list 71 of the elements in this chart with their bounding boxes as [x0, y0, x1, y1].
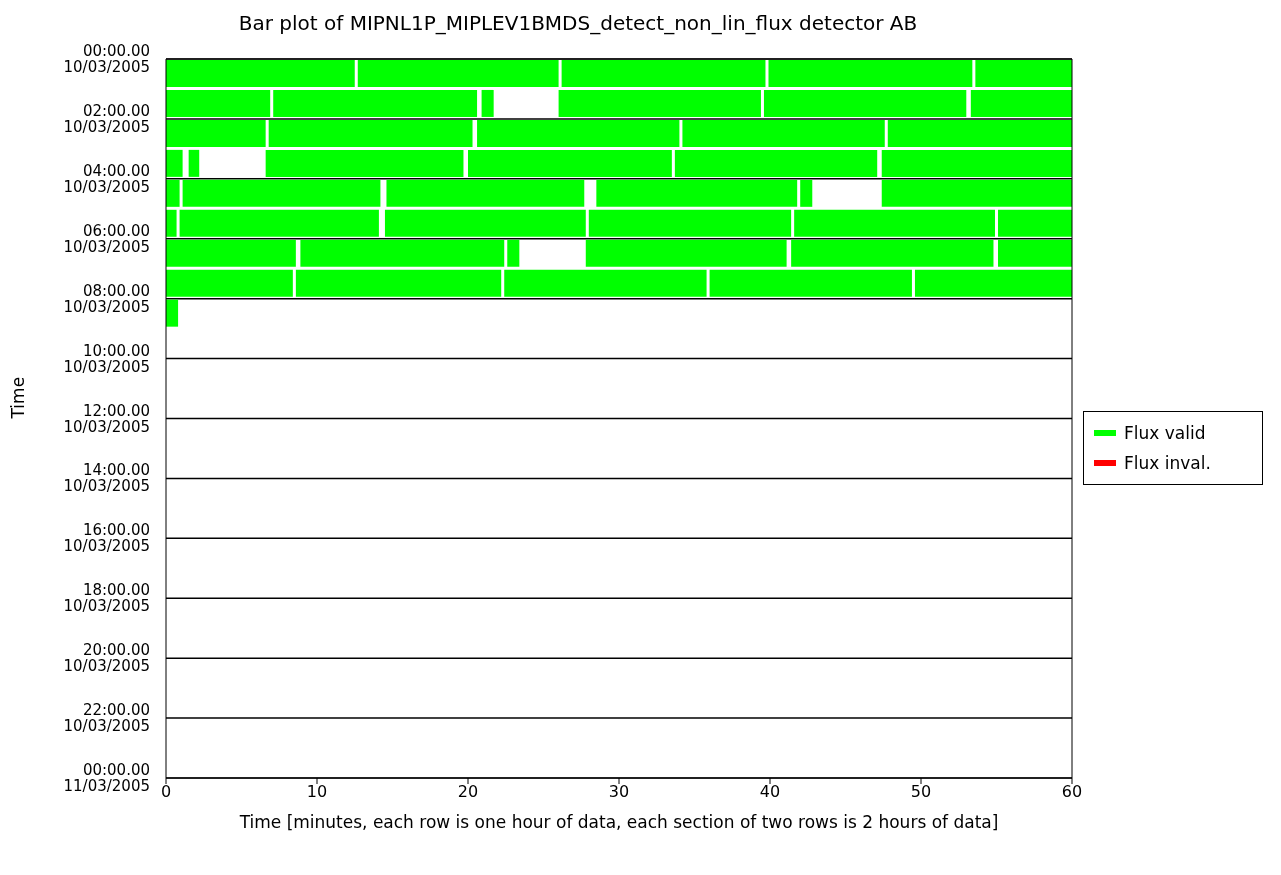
y-tick-label: 14:00.00 10/03/2005	[63, 461, 150, 496]
bar	[588, 209, 792, 237]
bar	[561, 60, 766, 87]
y-tick-label: 02:00.00 10/03/2005	[63, 101, 150, 136]
bar	[477, 119, 680, 147]
x-tick-label: 10	[306, 782, 328, 802]
legend-label: Flux valid	[1124, 423, 1206, 443]
y-tick-label: 12:00.00 10/03/2005	[63, 401, 150, 436]
x-tick-label: 30	[608, 782, 630, 802]
bar	[268, 119, 473, 147]
y-tick-label: 06:00.00 10/03/2005	[63, 221, 150, 256]
y-tick-label: 00:00.00 10/03/2005	[63, 42, 150, 76]
bar	[300, 239, 505, 267]
bar	[914, 269, 1072, 297]
bar	[273, 89, 478, 117]
y-tick-label: 10:00.00 10/03/2005	[63, 341, 150, 376]
bar	[357, 60, 559, 87]
bar	[596, 179, 798, 207]
bar	[166, 119, 266, 147]
bar	[768, 60, 973, 87]
bar	[881, 179, 1072, 207]
bar	[386, 179, 585, 207]
x-axis-title: Time [minutes, each row is one hour of data, each section of two rows is 2 hours of data]	[238, 812, 999, 832]
bar	[384, 209, 586, 237]
x-tick-label: 40	[759, 782, 781, 802]
bar	[166, 269, 293, 297]
bar	[791, 239, 994, 267]
bar	[179, 209, 379, 237]
bar	[166, 60, 355, 87]
bar	[295, 269, 502, 297]
y-tick-label: 16:00.00 10/03/2005	[63, 521, 150, 556]
bar	[674, 149, 878, 177]
bar	[166, 239, 296, 267]
bar	[188, 149, 200, 177]
bar	[166, 179, 180, 207]
y-tick-label: 22:00.00 10/03/2005	[63, 701, 150, 736]
bar	[887, 119, 1072, 147]
bar	[182, 179, 381, 207]
y-tick-label: 20:00.00 10/03/2005	[63, 641, 150, 676]
y-tick-label: 08:00.00 10/03/2005	[63, 281, 150, 316]
bar	[800, 179, 813, 207]
bar	[709, 269, 912, 297]
y-tick-label: 18:00.00 10/03/2005	[63, 581, 150, 616]
bar	[166, 299, 179, 327]
bar	[166, 149, 183, 177]
y-tick-label: 00:00.00 11/03/2005	[63, 761, 150, 795]
bar	[881, 149, 1072, 177]
y-tick-label: 04:00.00 10/03/2005	[63, 161, 150, 196]
bar	[763, 89, 967, 117]
bar	[468, 149, 672, 177]
bar	[585, 239, 787, 267]
chart-title: Bar plot of MIPNL1P_MIPLEV1BMDS_detect_non_lin_flux detector AB	[237, 10, 919, 37]
bar	[504, 269, 707, 297]
bar	[970, 89, 1072, 117]
bar	[265, 149, 464, 177]
bar	[558, 89, 761, 117]
legend-label: Flux inval.	[1124, 453, 1211, 473]
x-tick-label: 20	[457, 782, 479, 802]
x-tick-label: 50	[910, 782, 932, 802]
bar	[481, 89, 494, 117]
y-axis-title: Time	[8, 376, 29, 420]
bar	[166, 89, 271, 117]
bar	[794, 209, 995, 237]
bar	[975, 60, 1072, 87]
x-tick-label: 0	[160, 782, 172, 802]
bar	[682, 119, 885, 147]
bar	[507, 239, 520, 267]
bar	[998, 239, 1072, 267]
bar	[166, 209, 177, 237]
bar	[998, 209, 1072, 237]
x-tick-label: 60	[1061, 782, 1083, 802]
